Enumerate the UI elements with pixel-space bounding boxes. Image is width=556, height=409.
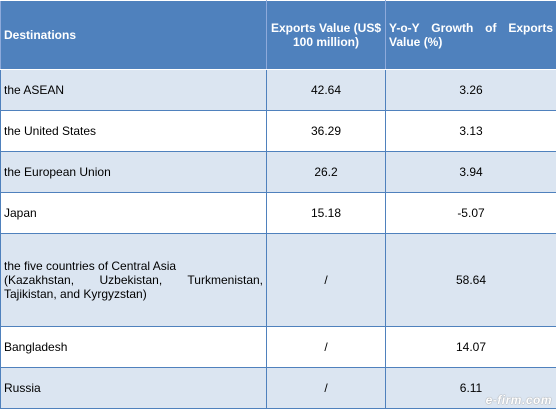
cell-growth: 3.13 <box>385 110 556 152</box>
cell-destination: the ASEAN <box>0 69 267 111</box>
cell-growth: 14.07 <box>385 326 556 368</box>
watermark: e-firm.com <box>485 393 552 407</box>
table-header-row: Destinations Exports Value (US$ 100 mill… <box>0 0 556 70</box>
cell-destination: Russia <box>0 367 267 409</box>
table-row: the European Union 26.2 3.94 <box>0 151 556 193</box>
cell-destination: Bangladesh <box>0 326 267 368</box>
header-exports-value: Exports Value (US$ 100 million) <box>266 0 386 70</box>
central-asia-countries: (Kazakhstan, Uzbekistan, Turkmenistan, T… <box>4 273 263 301</box>
cell-exports-value: 36.29 <box>266 110 386 152</box>
table-row: the five countries of Central Asia (Kaza… <box>0 233 556 327</box>
cell-exports-value: 26.2 <box>266 151 386 193</box>
cell-exports-value: / <box>266 367 386 409</box>
cell-growth: 58.64 <box>385 233 556 327</box>
cell-destination: the United States <box>0 110 267 152</box>
cell-exports-value: / <box>266 326 386 368</box>
cell-growth: 3.94 <box>385 151 556 193</box>
header-yoy-growth: Y-o-Y Growth of Exports Value (%) <box>385 0 556 70</box>
cell-growth: 6.11 <box>385 367 556 409</box>
cell-destination: the European Union <box>0 151 267 193</box>
cell-exports-value: 15.18 <box>266 192 386 234</box>
header-destinations: Destinations <box>0 0 267 70</box>
cell-exports-value: / <box>266 233 386 327</box>
cell-destination: the five countries of Central Asia (Kaza… <box>0 233 267 327</box>
cell-exports-value: 42.64 <box>266 69 386 111</box>
cell-destination: Japan <box>0 192 267 234</box>
table-row: Japan 15.18 -5.07 <box>0 192 556 234</box>
central-asia-label: the five countries of Central Asia <box>4 259 177 273</box>
table-row: the United States 36.29 3.13 <box>0 110 556 152</box>
cell-growth: 3.26 <box>385 69 556 111</box>
cell-growth: -5.07 <box>385 192 556 234</box>
table-row: Russia / 6.11 <box>0 367 556 409</box>
table-row: Bangladesh / 14.07 <box>0 326 556 368</box>
table-row: the ASEAN 42.64 3.26 <box>0 69 556 111</box>
